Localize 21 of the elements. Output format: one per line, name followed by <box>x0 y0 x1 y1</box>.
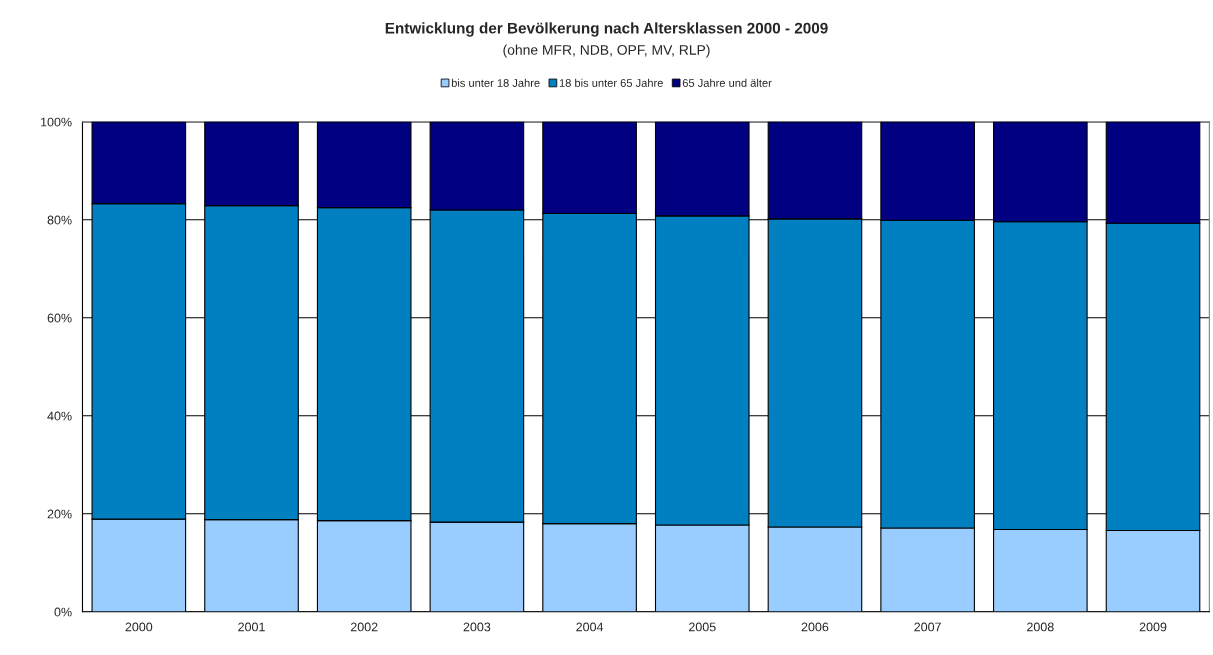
x-tick-label: 2004 <box>576 622 604 632</box>
x-tick-label: 2008 <box>1027 622 1054 632</box>
chart-subtitle: (ohne MFR, NDB, OPF, MV, RLP) <box>503 44 710 58</box>
x-tick-label: 2006 <box>801 622 829 632</box>
y-tick-label: 60% <box>47 313 72 323</box>
y-tick-label: 0% <box>54 607 72 617</box>
x-tick-label: 2005 <box>688 622 716 632</box>
x-tick-label: 2002 <box>350 622 378 632</box>
x-tick-label: 2003 <box>463 622 491 632</box>
x-tick-label: 2000 <box>125 622 153 632</box>
y-tick-label: 100% <box>41 117 72 127</box>
y-tick-label: 80% <box>47 215 72 225</box>
x-tick-label: 2001 <box>238 622 265 632</box>
legend-label: 18 bis unter 65 Jahre <box>559 78 663 87</box>
x-tick-label: 2009 <box>1139 622 1167 632</box>
x-tick-label: 2007 <box>914 622 941 632</box>
chart-title: Entwicklung der Bevölkerung nach Altersklassen 2000 - 2009 <box>385 22 828 37</box>
y-tick-label: 20% <box>47 509 72 519</box>
legend-label: bis unter 18 Jahre <box>451 78 540 87</box>
legend-label: 65 Jahre und älter <box>682 78 772 87</box>
y-tick-label: 40% <box>47 411 72 421</box>
